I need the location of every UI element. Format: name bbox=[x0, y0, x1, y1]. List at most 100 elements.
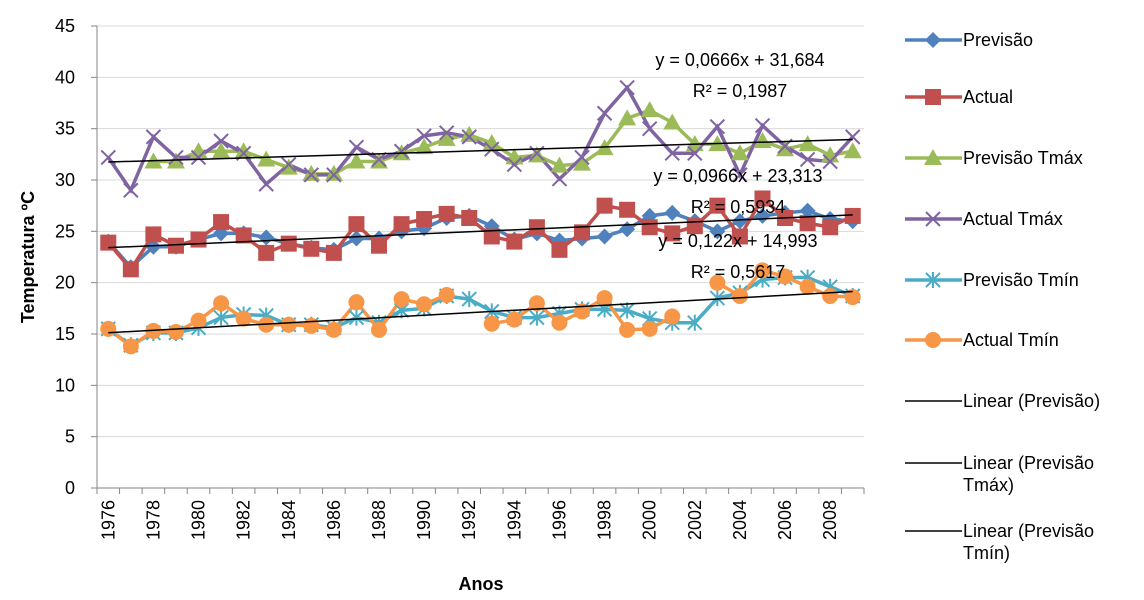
y-tick-label: 30 bbox=[55, 170, 75, 190]
marker bbox=[596, 197, 613, 214]
marker bbox=[529, 309, 545, 326]
marker bbox=[348, 216, 365, 233]
marker bbox=[574, 224, 591, 241]
marker bbox=[280, 235, 297, 252]
trendline-r-squared: R² = 0,1987 bbox=[693, 81, 788, 101]
marker bbox=[551, 314, 568, 331]
marker bbox=[754, 207, 771, 224]
marker bbox=[925, 211, 941, 227]
series-line bbox=[106, 84, 855, 194]
marker bbox=[279, 158, 298, 175]
marker bbox=[506, 156, 523, 173]
marker bbox=[235, 227, 252, 244]
series-line bbox=[106, 209, 853, 270]
marker bbox=[281, 156, 297, 173]
marker bbox=[754, 262, 771, 279]
marker bbox=[460, 125, 479, 142]
marker bbox=[641, 219, 658, 236]
marker bbox=[709, 290, 726, 307]
marker bbox=[483, 315, 500, 332]
marker bbox=[167, 323, 184, 340]
x-tick-label: 1976 bbox=[98, 500, 118, 540]
marker bbox=[574, 149, 590, 166]
marker bbox=[506, 311, 523, 328]
marker bbox=[484, 141, 500, 157]
marker bbox=[925, 332, 941, 348]
marker bbox=[325, 321, 342, 338]
marker bbox=[438, 205, 455, 222]
marker bbox=[280, 316, 297, 333]
marker bbox=[416, 296, 433, 313]
legend-label: Previsão Tmáx bbox=[963, 148, 1083, 168]
marker bbox=[167, 237, 184, 254]
trendline bbox=[108, 138, 853, 163]
x-tick-label: 1996 bbox=[549, 500, 569, 540]
marker bbox=[619, 79, 635, 96]
x-tick-label: 1990 bbox=[414, 500, 434, 540]
marker bbox=[145, 129, 162, 145]
marker bbox=[123, 182, 139, 198]
marker bbox=[190, 312, 207, 329]
marker bbox=[731, 288, 748, 305]
marker bbox=[845, 129, 861, 145]
marker bbox=[709, 223, 726, 240]
marker bbox=[393, 143, 410, 159]
marker bbox=[145, 226, 162, 243]
y-tick-label: 10 bbox=[55, 375, 75, 395]
x-tick-label: 2006 bbox=[775, 500, 795, 540]
marker bbox=[925, 32, 941, 48]
marker bbox=[799, 278, 816, 295]
marker bbox=[663, 113, 682, 130]
marker bbox=[573, 154, 592, 171]
x-tick-label: 1986 bbox=[324, 500, 344, 540]
marker bbox=[438, 125, 455, 141]
marker bbox=[213, 214, 230, 231]
marker bbox=[822, 153, 838, 170]
marker bbox=[416, 128, 432, 144]
marker bbox=[190, 149, 207, 166]
trendline-equation: y = 0,0966x + 23,313 bbox=[653, 166, 822, 186]
marker bbox=[641, 320, 658, 337]
marker bbox=[415, 138, 434, 155]
marker bbox=[799, 202, 816, 219]
marker bbox=[664, 204, 681, 221]
marker bbox=[641, 120, 658, 137]
marker bbox=[822, 288, 839, 305]
legend-label: Linear (Previsão Tmín) bbox=[963, 521, 1095, 563]
marker bbox=[370, 321, 387, 338]
marker bbox=[596, 105, 613, 121]
marker bbox=[393, 291, 410, 308]
x-tick-label: 2000 bbox=[640, 500, 660, 540]
trendline bbox=[108, 290, 853, 334]
marker bbox=[619, 302, 635, 319]
marker bbox=[687, 314, 703, 331]
marker bbox=[528, 295, 545, 312]
marker bbox=[799, 215, 816, 232]
marker bbox=[777, 268, 794, 285]
marker bbox=[640, 101, 659, 118]
trendline-r-squared: R² = 0,5934 bbox=[691, 197, 786, 217]
marker bbox=[122, 261, 139, 278]
marker bbox=[122, 338, 139, 355]
marker bbox=[371, 151, 387, 168]
marker bbox=[213, 295, 230, 312]
trendline-equation: y = 0,0666x + 31,684 bbox=[655, 50, 824, 70]
marker bbox=[550, 156, 569, 173]
x-tick-label: 2002 bbox=[685, 500, 705, 540]
marker bbox=[730, 144, 749, 161]
marker bbox=[843, 142, 862, 159]
marker bbox=[303, 240, 320, 257]
marker bbox=[438, 286, 455, 303]
legend-label: Linear (Previsão) bbox=[963, 391, 1101, 411]
marker bbox=[461, 129, 477, 145]
x-tick-label: 1994 bbox=[504, 500, 524, 540]
x-tick-label: 1998 bbox=[595, 500, 615, 540]
marker bbox=[799, 151, 816, 168]
marker bbox=[798, 135, 817, 152]
x-tick-label: 1978 bbox=[143, 500, 163, 540]
marker bbox=[213, 133, 229, 149]
marker bbox=[687, 145, 703, 162]
marker bbox=[416, 211, 433, 228]
